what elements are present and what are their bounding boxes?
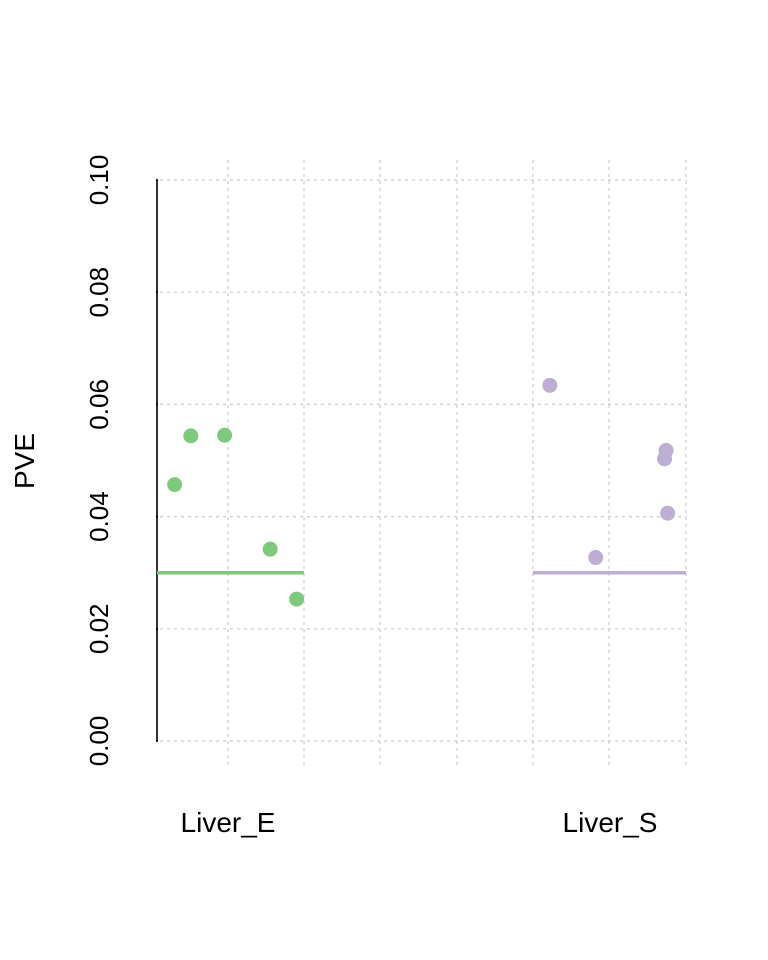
category-label: Liver_E	[181, 807, 276, 838]
y-axis-label: PVE	[9, 433, 40, 489]
y-axis: 0.00 0.02 0.04 0.06 0.08 0.10	[84, 155, 158, 767]
data-point	[658, 442, 674, 458]
y-tick-label: 0.10	[84, 155, 114, 206]
y-tick-label: 0.02	[84, 603, 114, 654]
data-point	[289, 591, 305, 607]
data-points	[167, 377, 676, 607]
y-tick-label: 0.08	[84, 267, 114, 318]
data-point	[588, 550, 604, 566]
category-label: Liver_S	[563, 807, 658, 838]
category-labels: Liver_E Liver_S	[181, 807, 658, 838]
grid	[160, 160, 687, 765]
data-point	[542, 377, 558, 393]
data-point	[660, 505, 676, 521]
y-tick-label: 0.06	[84, 379, 114, 430]
y-tick-label: 0.04	[84, 491, 114, 542]
data-point	[217, 427, 233, 443]
data-point	[167, 477, 183, 493]
data-point	[183, 428, 199, 444]
y-tick-label: 0.00	[84, 716, 114, 767]
data-point	[262, 541, 278, 557]
